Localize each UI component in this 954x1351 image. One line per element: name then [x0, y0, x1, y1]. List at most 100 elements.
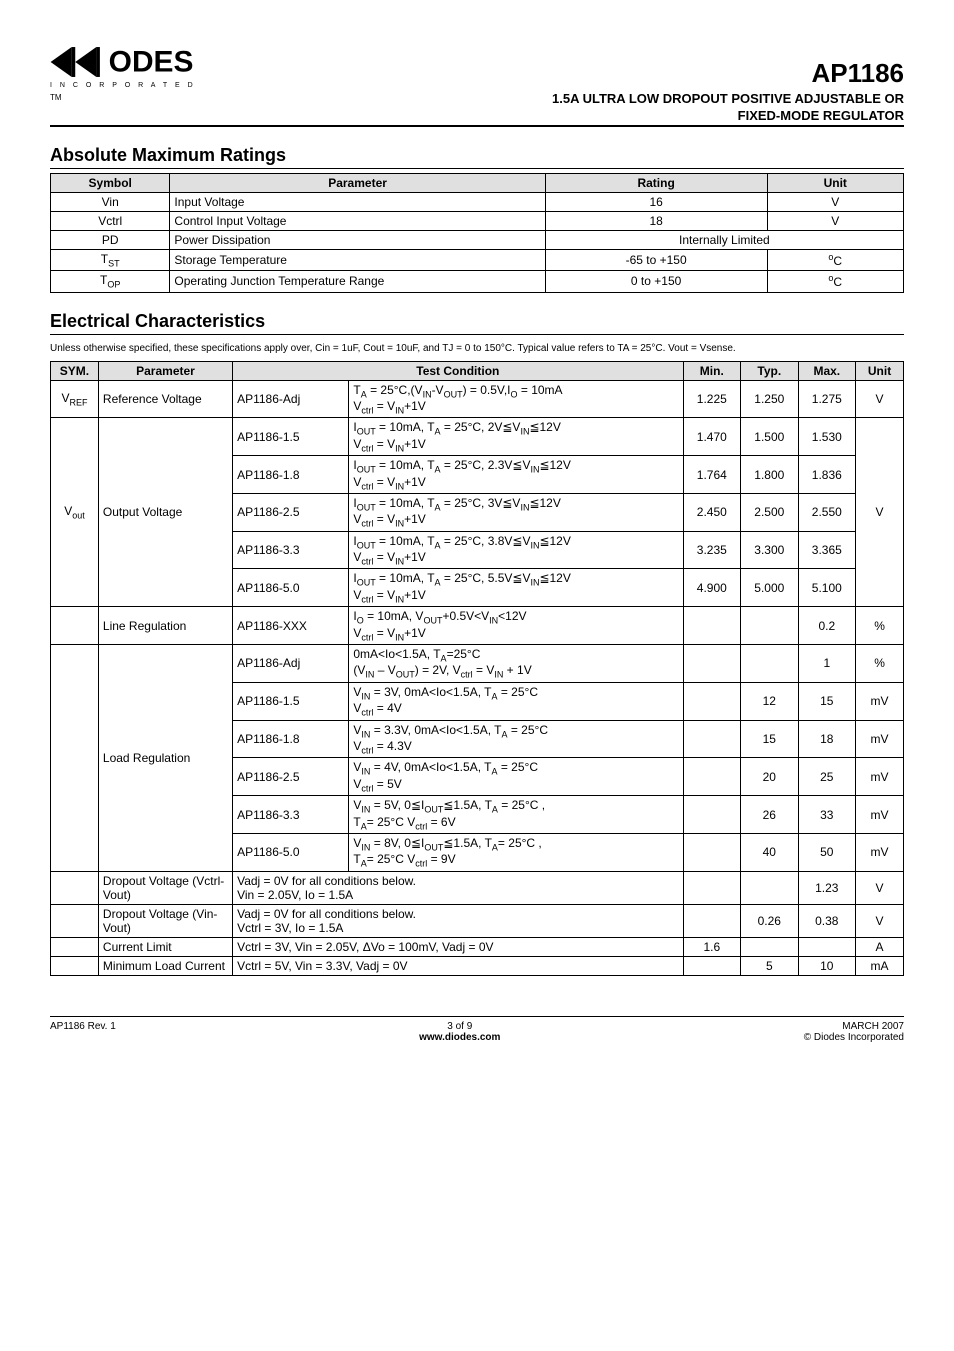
- cell: A: [856, 937, 904, 956]
- table-row: Line Regulation AP1186-XXX IO = 10mA, VO…: [51, 607, 904, 645]
- cell: AP1186-3.3: [233, 531, 349, 569]
- cell: V: [856, 871, 904, 904]
- cell: [51, 956, 99, 975]
- cell: 18: [798, 720, 856, 758]
- cell: 1.470: [683, 418, 741, 456]
- cell: [683, 956, 741, 975]
- cell: 1.800: [741, 456, 799, 494]
- table-row: Current Limit Vctrl = 3V, Vin = 2.05V, Δ…: [51, 937, 904, 956]
- cell: Vout: [51, 418, 99, 607]
- cell: [683, 682, 741, 720]
- cell: Dropout Voltage (Vin-Vout): [98, 904, 232, 937]
- cell: Current Limit: [98, 937, 232, 956]
- cell: V: [856, 380, 904, 418]
- cell: AP1186-1.5: [233, 682, 349, 720]
- cell: TOP: [51, 271, 170, 292]
- cell: V: [767, 211, 904, 230]
- cell: 1.764: [683, 456, 741, 494]
- cell: IOUT = 10mA, TA = 25°C, 3V≦VIN≦12VVctrl …: [349, 493, 683, 531]
- ec-h-max: Max.: [798, 361, 856, 380]
- ec-h-cond: Test Condition: [233, 361, 683, 380]
- table-row: VREF Reference Voltage AP1186-Adj TA = 2…: [51, 380, 904, 418]
- cell: 16: [545, 192, 767, 211]
- cell: [798, 937, 856, 956]
- cell: V: [767, 192, 904, 211]
- cell: 1.275: [798, 380, 856, 418]
- cell: AP1186-Adj: [233, 380, 349, 418]
- cell: 20: [741, 758, 799, 796]
- cell: [51, 937, 99, 956]
- ec-h-unit: Unit: [856, 361, 904, 380]
- cell: [683, 833, 741, 871]
- cell: AP1186-3.3: [233, 796, 349, 834]
- cell: AP1186-XXX: [233, 607, 349, 645]
- cell: %: [856, 607, 904, 645]
- cell: TST: [51, 249, 170, 270]
- table-row: Minimum Load Current Vctrl = 5V, Vin = 3…: [51, 956, 904, 975]
- cell: IOUT = 10mA, TA = 25°C, 3.8V≦VIN≦12VVctr…: [349, 531, 683, 569]
- cell: 50: [798, 833, 856, 871]
- amr-table: Symbol Parameter Rating Unit Vin Input V…: [50, 173, 904, 293]
- cell: VIN = 4V, 0mA<Io<1.5A, TA = 25°CVctrl = …: [349, 758, 683, 796]
- cell: [683, 904, 741, 937]
- cell: [51, 607, 99, 645]
- cell: 1.530: [798, 418, 856, 456]
- cell: 18: [545, 211, 767, 230]
- subtitle-line2: FIXED-MODE REGULATOR: [738, 108, 904, 123]
- ec-h-param: Parameter: [98, 361, 232, 380]
- cell: Vin: [51, 192, 170, 211]
- cell: 5.100: [798, 569, 856, 607]
- amr-h-rating: Rating: [545, 173, 767, 192]
- cell: mV: [856, 758, 904, 796]
- cell: 1: [798, 645, 856, 683]
- tm-mark: TM: [50, 93, 62, 102]
- cell: VIN = 3V, 0mA<Io<1.5A, TA = 25°CVctrl = …: [349, 682, 683, 720]
- cell: Storage Temperature: [170, 249, 545, 270]
- cell: 2.550: [798, 493, 856, 531]
- footer-right: MARCH 2007 © Diodes Incorporated: [804, 1021, 904, 1043]
- cell: [741, 607, 799, 645]
- footer-date: MARCH 2007: [842, 1021, 904, 1032]
- cell: mV: [856, 720, 904, 758]
- amr-h-sym: Symbol: [51, 173, 170, 192]
- cell: AP1186-2.5: [233, 493, 349, 531]
- cell: -65 to +150: [545, 249, 767, 270]
- cell: IO = 10mA, VOUT+0.5V<VIN<12VVctrl = VIN+…: [349, 607, 683, 645]
- cell: Output Voltage: [98, 418, 232, 607]
- subtitle-line1: 1.5A ULTRA LOW DROPOUT POSITIVE ADJUSTAB…: [552, 91, 904, 106]
- cell: VIN = 3.3V, 0mA<Io<1.5A, TA = 25°CVctrl …: [349, 720, 683, 758]
- cell: Line Regulation: [98, 607, 232, 645]
- subtitle-block: TM 1.5A ULTRA LOW DROPOUT POSITIVE ADJUS…: [50, 91, 904, 125]
- cell: [51, 904, 99, 937]
- cell: AP1186-1.8: [233, 720, 349, 758]
- cell: mV: [856, 833, 904, 871]
- footer-page: 3 of 9: [447, 1021, 472, 1032]
- cell: IOUT = 10mA, TA = 25°C, 2.3V≦VIN≦12VVctr…: [349, 456, 683, 494]
- cell: Vadj = 0V for all conditions below.Vctrl…: [233, 904, 683, 937]
- cell: PD: [51, 230, 170, 249]
- cell: IOUT = 10mA, TA = 25°C, 2V≦VIN≦12VVctrl …: [349, 418, 683, 456]
- diodes-logo-icon: ODES: [50, 40, 280, 84]
- subtitle: 1.5A ULTRA LOW DROPOUT POSITIVE ADJUSTAB…: [62, 91, 904, 125]
- cell: 12: [741, 682, 799, 720]
- cell: Load Regulation: [98, 645, 232, 872]
- cell: VIN = 5V, 0≦IOUT≦1.5A, TA = 25°C ,TA= 25…: [349, 796, 683, 834]
- cell: [683, 607, 741, 645]
- cell: 40: [741, 833, 799, 871]
- cell: Operating Junction Temperature Range: [170, 271, 545, 292]
- cell: [683, 796, 741, 834]
- cell: 5: [741, 956, 799, 975]
- cell: 2.450: [683, 493, 741, 531]
- cell: Vctrl: [51, 211, 170, 230]
- cell: 3.300: [741, 531, 799, 569]
- amr-title: Absolute Maximum Ratings: [50, 145, 904, 169]
- amr-h-unit: Unit: [767, 173, 904, 192]
- cell: [683, 720, 741, 758]
- table-row: TOP Operating Junction Temperature Range…: [51, 271, 904, 292]
- table-row: Vctrl Control Input Voltage 18 V: [51, 211, 904, 230]
- cell: 0.2: [798, 607, 856, 645]
- cell: Vctrl = 5V, Vin = 3.3V, Vadj = 0V: [233, 956, 683, 975]
- cell: 1.836: [798, 456, 856, 494]
- footer-left: AP1186 Rev. 1: [50, 1021, 116, 1043]
- cell: IOUT = 10mA, TA = 25°C, 5.5V≦VIN≦12VVctr…: [349, 569, 683, 607]
